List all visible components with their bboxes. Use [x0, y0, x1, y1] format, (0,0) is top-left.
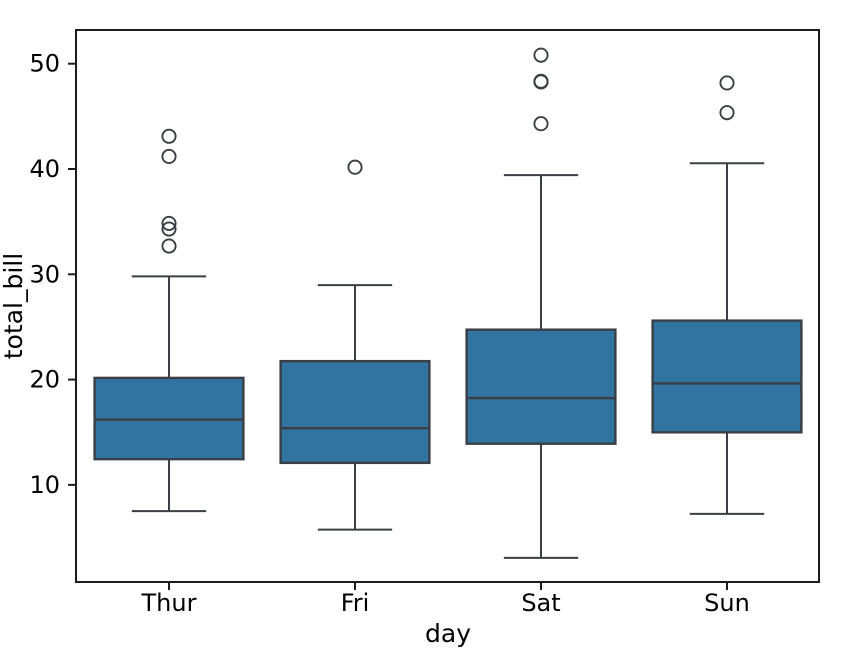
- outlier-Sun: [719, 75, 735, 91]
- box-Sun: [651, 319, 803, 434]
- plot-area: [93, 47, 803, 559]
- x-tick-label: Fri: [341, 589, 370, 617]
- outlier-Sat: [533, 116, 549, 132]
- y-tick-label: 10: [29, 471, 60, 499]
- outlier-Sat: [533, 73, 549, 89]
- y-axis-label: total_bill: [0, 253, 28, 359]
- outlier-Thur: [161, 128, 177, 144]
- box-Fri: [279, 359, 431, 465]
- outlier-Sat: [533, 47, 549, 63]
- x-tick-label: Sun: [704, 589, 750, 617]
- outlier-Thur: [161, 148, 177, 165]
- outlier-Fri: [347, 159, 363, 175]
- x-axis-label: day: [425, 619, 471, 648]
- x-tick-label: Sat: [521, 589, 560, 617]
- axis-spines: [75, 29, 820, 583]
- y-axis-ticks: 10 20 30 40 50: [29, 50, 76, 499]
- outlier-Thur: [161, 238, 177, 254]
- outlier-Sun: [719, 105, 735, 121]
- x-tick-label: Thur: [141, 589, 197, 617]
- x-axis-ticks: Thur Fri Sat Sun: [141, 583, 750, 617]
- y-tick-label: 50: [29, 50, 60, 78]
- y-tick-label: 20: [29, 366, 60, 394]
- y-tick-label: 40: [29, 155, 60, 183]
- outlier-Thur: [161, 221, 177, 237]
- axes-frame: [75, 29, 820, 583]
- y-tick-label: 30: [29, 260, 60, 288]
- outlier-Thur: [161, 215, 177, 231]
- box-Sat: [465, 328, 617, 445]
